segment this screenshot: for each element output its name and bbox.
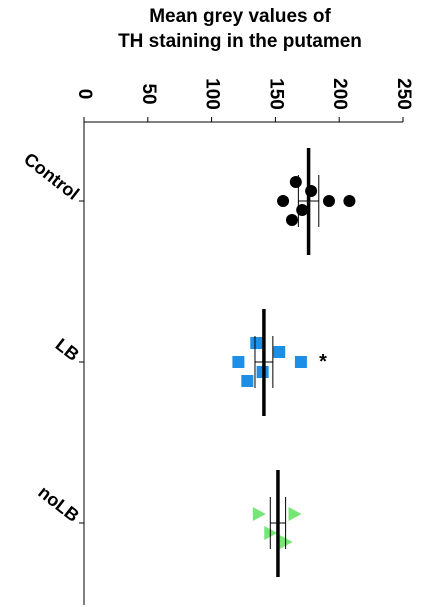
point — [296, 204, 309, 216]
point — [252, 507, 266, 521]
x-tick-label: 150 — [265, 78, 286, 110]
annotation: * — [319, 351, 327, 373]
point — [273, 346, 286, 358]
point — [289, 176, 302, 188]
category-label: LB — [52, 334, 83, 365]
category-label: Control — [20, 149, 83, 204]
chart-title: Mean grey values of — [149, 6, 331, 27]
category-label: noLB — [34, 482, 83, 526]
point — [288, 507, 302, 521]
x-tick-label: 50 — [138, 83, 159, 104]
point — [277, 195, 290, 207]
point — [250, 337, 263, 349]
x-tick-label: 200 — [329, 78, 350, 110]
point — [322, 195, 335, 207]
point — [294, 356, 307, 368]
x-tick-label: 0 — [74, 89, 95, 100]
point — [232, 356, 245, 368]
chart-title: TH staining in the putamen — [118, 31, 362, 52]
point — [285, 214, 298, 226]
point — [241, 375, 254, 387]
x-tick-label: 250 — [393, 78, 414, 110]
point — [343, 195, 356, 207]
x-tick-label: 100 — [202, 78, 223, 110]
